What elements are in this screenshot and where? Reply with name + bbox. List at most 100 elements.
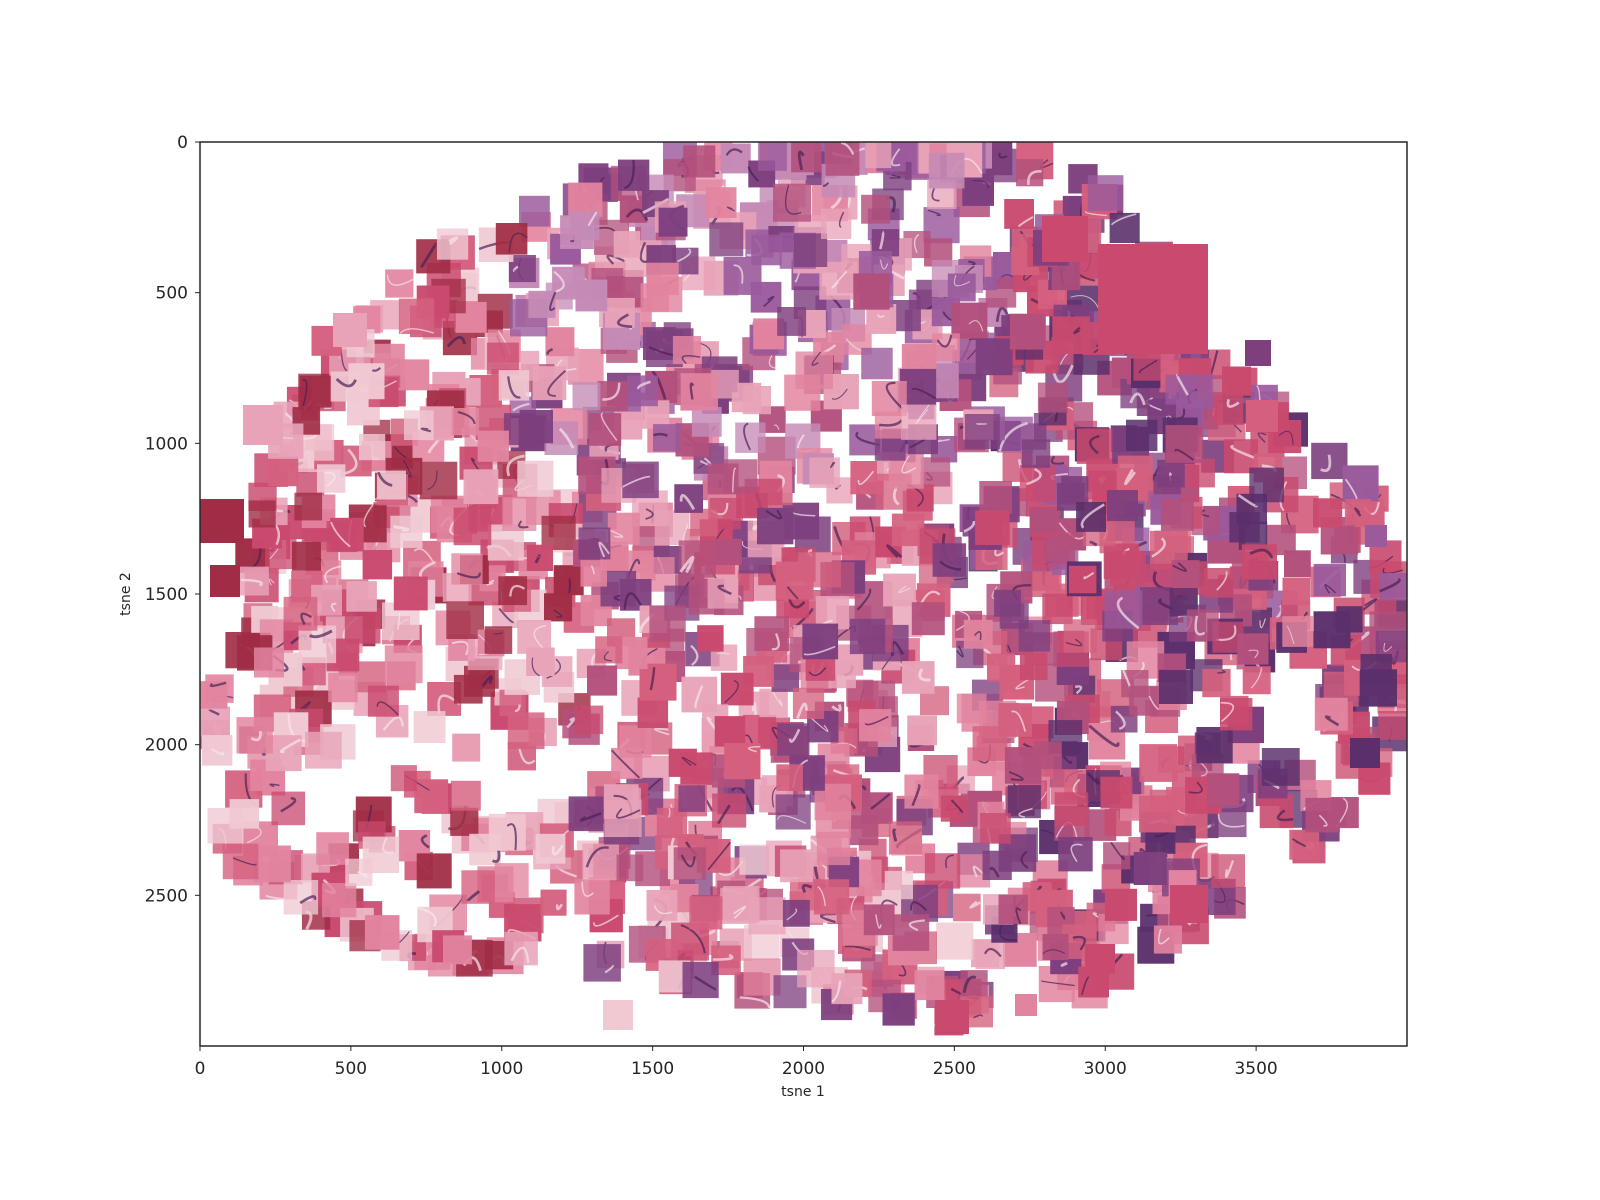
tile-texture [553,270,565,293]
thumbnail-tile [980,813,1011,844]
thumbnail-tile [654,510,690,545]
thumbnail-tile [849,618,886,655]
tile-texture [1172,562,1187,572]
tile-texture [751,702,758,719]
tile-texture [968,320,984,332]
tile-texture [466,890,481,902]
tile-texture [448,236,459,246]
tile-texture [928,209,941,217]
tile-texture [616,808,641,819]
thumbnail-tile [1359,669,1397,707]
thumbnail-tile [795,351,833,389]
thumbnail-tile [994,589,1021,617]
tile-texture [300,612,313,625]
tile-texture [817,886,826,906]
thumbnail-tile [1246,400,1278,432]
tile-texture [610,749,641,779]
thumbnail-tile [1126,419,1158,452]
tile-texture [491,849,501,863]
x-tick-label: 500 [335,1059,367,1079]
tile-texture [1276,809,1294,822]
thumbnail-tile [268,456,299,487]
thumbnail-tile [291,541,321,571]
tile-texture [324,565,342,584]
thumbnail-tile [714,716,746,747]
tile-texture [840,141,855,155]
thumbnail-tile [201,735,233,766]
tile-texture [210,748,225,756]
thumbnail-tile [649,605,686,642]
thumbnail-tile [1009,313,1046,350]
thumbnail-tile [853,273,890,310]
tile-texture [287,713,306,743]
thumbnail-tile [1019,652,1048,681]
tile-texture [382,716,404,731]
thumbnail-tile [975,510,1010,545]
tile-texture [1379,577,1401,593]
tile-texture [625,208,649,222]
thumbnail-tile [960,970,988,998]
thumbnail-tile [1110,550,1146,587]
thumbnail-tile [791,142,822,173]
thumbnail-tile [697,625,724,652]
thumbnail-tile [861,194,890,224]
thumbnail-tile [484,626,513,654]
tile-texture [653,905,673,915]
tile-texture [976,423,988,425]
tile-texture [886,544,903,559]
tile-texture [731,786,754,812]
tile-texture [399,328,434,334]
thumbnail-tile [583,944,621,982]
thumbnail-tile [572,382,601,411]
tile-texture [531,657,540,677]
tile-texture [668,807,671,818]
thumbnail-tile [359,434,386,461]
y-tick-label: 0 [177,133,188,153]
thumbnail-tile [754,616,790,651]
tile-texture [1073,326,1081,334]
thumbnail-tile [1103,842,1131,870]
tile-texture [590,565,596,575]
thumbnail-tile [605,297,635,328]
thumbnail-tile [680,373,718,411]
thumbnail-tile [344,607,381,644]
tile-texture [268,578,275,586]
thumbnail-tile [1160,498,1194,531]
tile-texture [493,632,503,635]
tile-texture [279,738,302,754]
thumbnail-tile [1222,366,1252,396]
tile-texture [1027,170,1042,186]
tile-texture [690,644,699,666]
tile-texture [844,945,871,951]
thumbnail-tile [453,674,483,704]
thumbnail-tile [540,889,567,916]
thumbnail-tile [906,484,934,512]
thumbnail-tile [712,793,747,828]
tile-texture [1216,571,1228,591]
thumbnail-tile [683,145,716,178]
tile-texture [726,206,736,212]
tile-texture [551,844,565,856]
thumbnail-tile [622,461,659,499]
tile-texture [324,471,336,487]
tile-texture [1041,980,1075,987]
thumbnail-tile [1236,493,1267,525]
tile-texture [785,184,802,215]
thumbnail-tile [248,500,276,528]
thumbnail-tile [450,780,481,811]
tile-texture [680,854,696,868]
thumbnail-tile [707,578,739,609]
tile-texture [397,612,401,630]
thumbnail-tile [498,576,528,606]
tile-texture [747,166,760,182]
tile-texture [995,306,1009,322]
tile-texture [831,703,842,712]
thumbnail-tile [317,464,346,493]
tile-texture [603,650,612,662]
tile-texture [608,529,624,538]
thumbnail-tile [305,731,342,769]
thumbnail-tile [271,791,306,826]
tile-texture [777,815,807,824]
tile-texture [733,264,744,284]
tile-texture [371,366,382,372]
